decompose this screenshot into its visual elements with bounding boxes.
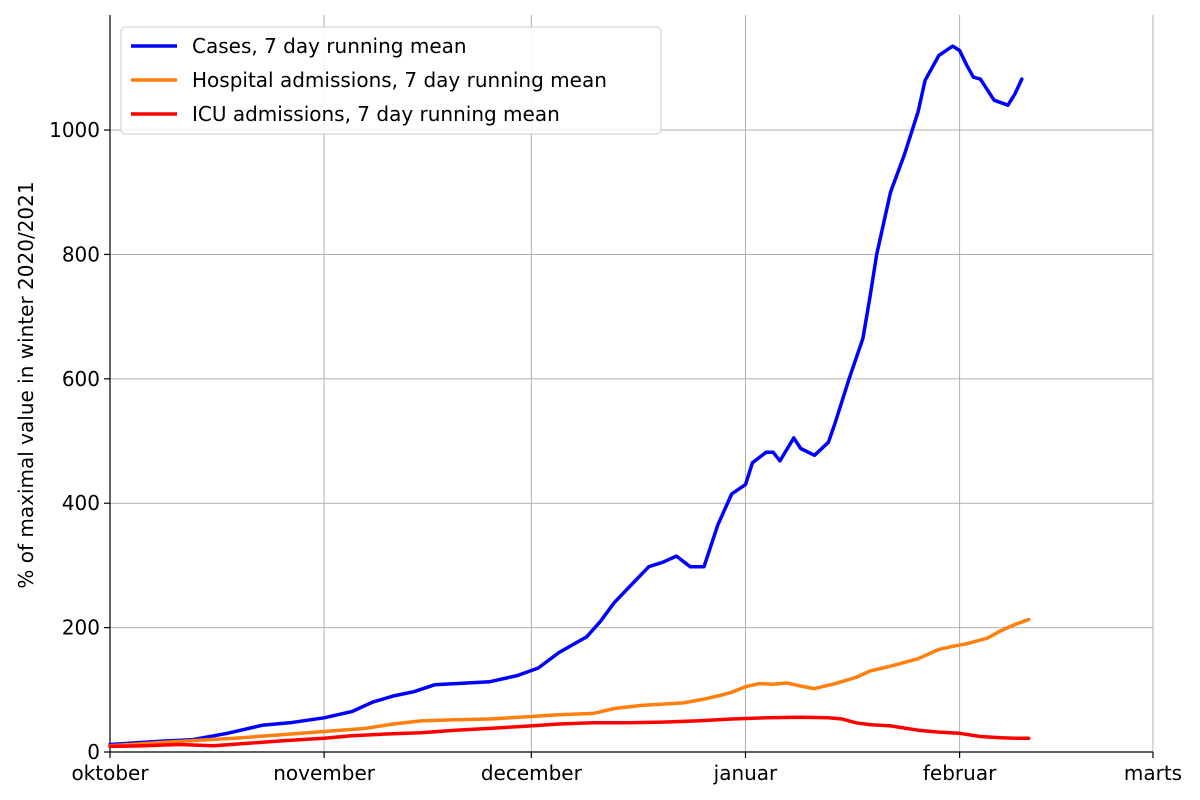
legend: Cases, 7 day running mean Hospital admiss… [120,26,662,135]
data-series [108,44,1031,749]
y-tick-label: 0 [87,740,100,764]
x-tick-label: november [273,761,376,785]
legend-label: Cases, 7 day running mean [192,34,467,58]
x-tick-label: marts [1124,761,1182,785]
series-line-3 [108,715,1031,749]
x-tick-label: januar [713,761,778,785]
y-tick-label: 600 [62,367,100,391]
tick-labels: oktober november december januar februar mart… [49,118,1182,785]
legend-label: Hospital admissions, 7 day running mean [192,68,607,92]
y-tick-label: 400 [62,491,100,515]
series-line-1 [108,44,1024,747]
y-tick-label: 200 [62,616,100,640]
x-tick-label: februar [923,761,997,785]
x-tick-label: december [481,761,583,785]
y-tick-label: 800 [62,242,100,266]
legend-box [120,26,662,135]
axes [104,15,1154,758]
x-tick-label: oktober [71,761,149,785]
y-axis-label: % of maximal value in winter 2020/2021 [14,181,38,588]
legend-label: ICU admissions, 7 day running mean [192,102,560,126]
series-line-2 [108,617,1031,748]
y-tick-label: 1000 [49,118,100,142]
